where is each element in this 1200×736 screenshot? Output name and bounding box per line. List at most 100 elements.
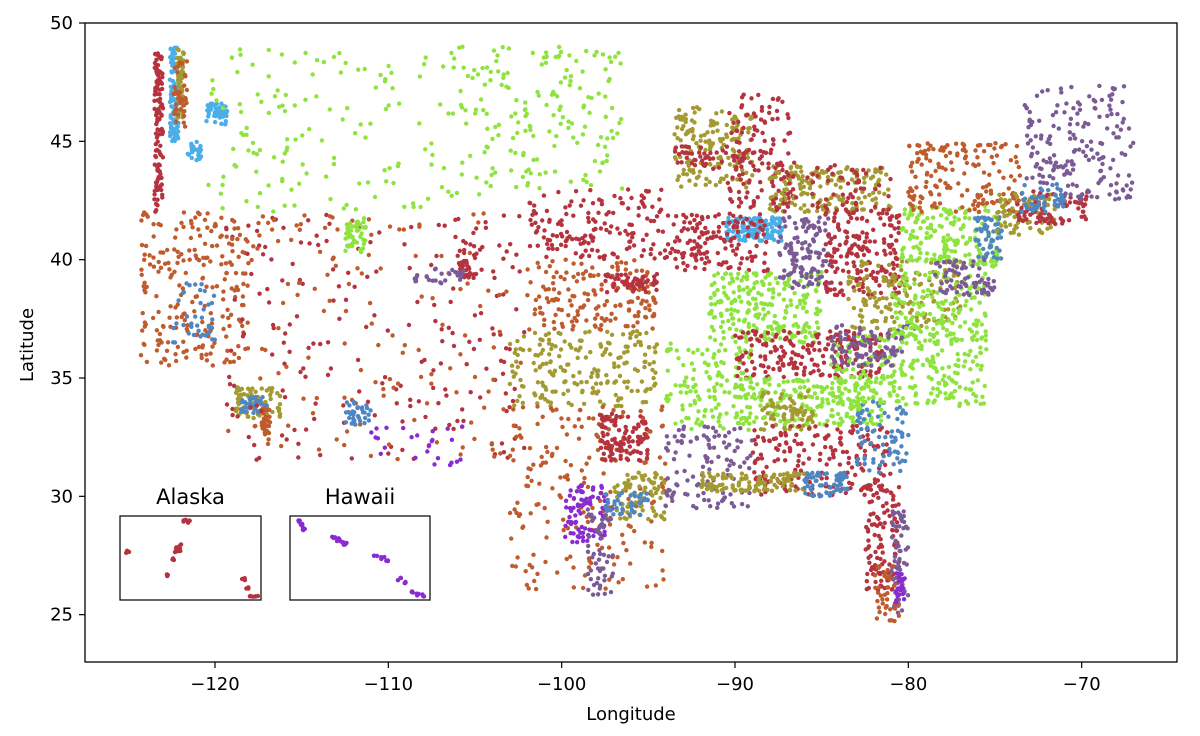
data-point	[755, 434, 761, 439]
data-point	[840, 419, 845, 424]
data-point	[586, 210, 591, 216]
data-point	[450, 111, 456, 116]
data-point	[142, 342, 147, 347]
data-point	[172, 126, 177, 132]
data-point	[654, 287, 659, 293]
data-point	[224, 402, 230, 407]
data-point	[799, 427, 804, 432]
data-point	[623, 424, 628, 430]
data-point	[683, 112, 688, 117]
data-point	[257, 455, 262, 461]
data-point	[824, 384, 830, 390]
data-point	[602, 302, 607, 308]
data-point	[868, 380, 873, 385]
data-point	[751, 163, 756, 169]
data-point	[562, 75, 568, 80]
data-point	[636, 422, 641, 427]
data-point	[800, 417, 805, 422]
data-point	[616, 428, 622, 433]
data-point	[545, 237, 551, 243]
data-point	[220, 206, 225, 211]
data-point	[610, 553, 616, 558]
data-point	[271, 217, 277, 223]
data-point	[684, 215, 689, 220]
data-point	[775, 161, 780, 166]
data-point	[256, 220, 261, 226]
data-point	[830, 452, 836, 457]
data-point	[802, 448, 807, 453]
data-point	[844, 254, 850, 259]
data-point	[624, 246, 630, 252]
data-point	[784, 310, 789, 315]
data-point	[605, 439, 610, 445]
data-point	[515, 130, 520, 136]
data-point	[584, 48, 589, 54]
data-point	[838, 185, 843, 190]
data-point	[700, 232, 705, 237]
data-point	[600, 52, 606, 57]
data-point	[598, 583, 603, 588]
data-point	[659, 187, 664, 192]
data-point	[177, 283, 182, 288]
data-point	[896, 230, 901, 236]
data-point	[478, 395, 483, 400]
data-point	[547, 217, 552, 223]
data-point	[158, 79, 163, 85]
data-point	[205, 211, 210, 216]
data-point	[745, 233, 751, 239]
data-point	[454, 190, 460, 196]
data-point	[844, 239, 849, 244]
data-point	[265, 441, 271, 447]
data-point	[574, 540, 580, 545]
data-point	[153, 142, 158, 147]
data-point	[837, 388, 842, 394]
data-point	[692, 110, 697, 115]
data-point	[531, 360, 536, 366]
data-point	[232, 297, 237, 302]
data-point	[488, 78, 493, 83]
data-point	[857, 287, 862, 293]
data-point	[716, 348, 722, 354]
data-point	[501, 407, 506, 412]
data-point	[641, 248, 646, 253]
data-point	[300, 162, 305, 167]
data-point	[719, 109, 725, 114]
data-point	[777, 354, 782, 360]
data-point	[715, 287, 720, 293]
data-point	[519, 435, 524, 440]
data-point	[535, 89, 540, 95]
data-point	[509, 363, 515, 368]
data-point	[384, 425, 389, 430]
data-point	[488, 69, 493, 75]
data-point	[799, 246, 805, 251]
data-point	[777, 366, 782, 371]
data-point	[688, 439, 693, 444]
data-point	[559, 307, 564, 313]
data-point	[630, 439, 635, 444]
data-point	[409, 224, 414, 230]
data-point	[675, 125, 680, 130]
data-point	[673, 421, 678, 426]
data-point	[749, 258, 755, 263]
data-point	[574, 236, 579, 241]
data-point	[786, 131, 791, 136]
data-point	[846, 195, 851, 201]
data-point	[762, 301, 768, 307]
data-point	[539, 62, 544, 67]
data-point	[152, 192, 157, 197]
data-point	[612, 380, 617, 385]
data-point	[788, 271, 794, 276]
data-point	[210, 285, 215, 290]
data-point	[824, 269, 829, 274]
data-point	[639, 253, 644, 259]
data-point	[225, 307, 230, 312]
data-point	[181, 322, 186, 328]
data-point	[894, 238, 899, 243]
data-point	[721, 336, 726, 341]
data-point	[676, 427, 682, 433]
data-point	[591, 551, 596, 557]
data-point	[800, 224, 806, 229]
data-point	[736, 271, 741, 276]
data-point	[610, 251, 615, 256]
data-point	[158, 250, 163, 255]
